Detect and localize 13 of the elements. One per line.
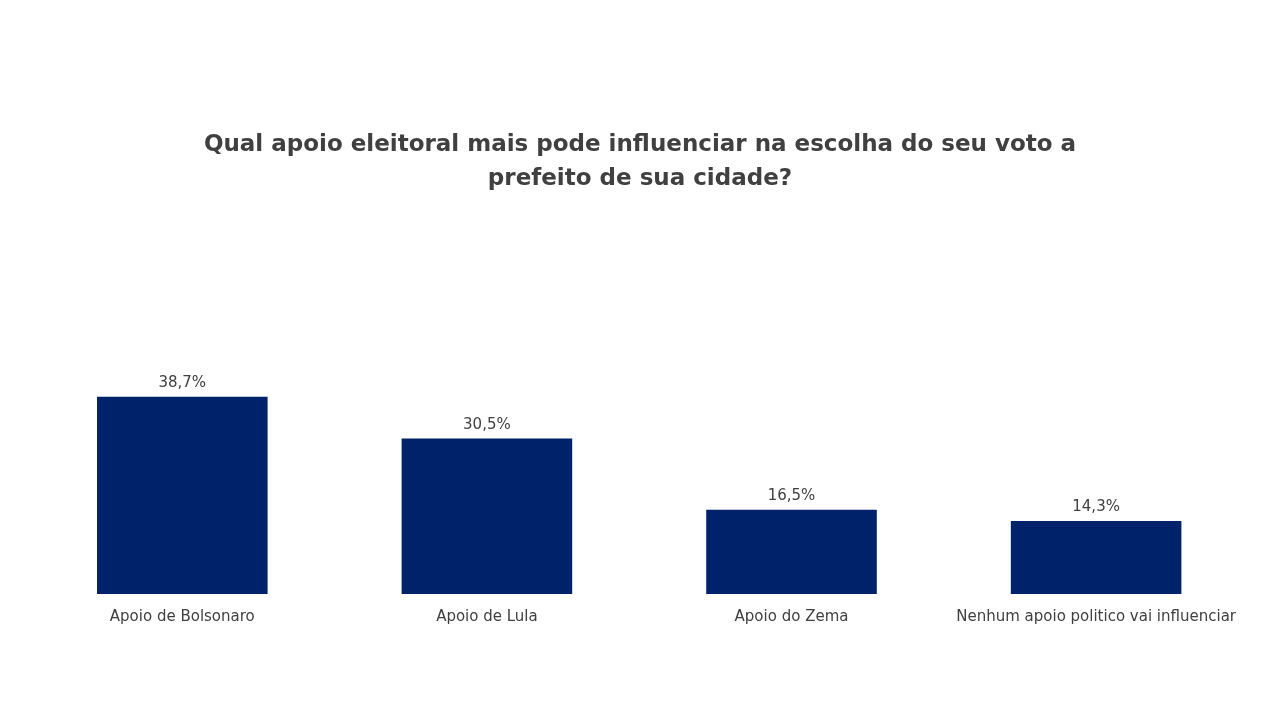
chart-title: Qual apoio eleitoral mais pode influenciar na escolha do seu voto a prefeito de sua cidade? <box>202 129 1078 192</box>
data-label: 16,5% <box>767 486 816 505</box>
x-tick-label: Apoio de Lula <box>436 606 538 625</box>
x-tick-label: Nenhum apoio politico vai influenciar <box>956 606 1237 625</box>
x-tick-label: Apoio de Bolsonaro <box>109 606 255 625</box>
data-label: 38,7% <box>158 373 207 392</box>
x-tick-label: Apoio do Zema <box>734 606 849 625</box>
bar <box>706 509 877 594</box>
bar <box>97 396 268 594</box>
bar <box>401 438 573 594</box>
bar <box>1010 521 1182 594</box>
data-label: 14,3% <box>1072 497 1120 516</box>
data-label: 30,5% <box>463 414 511 433</box>
